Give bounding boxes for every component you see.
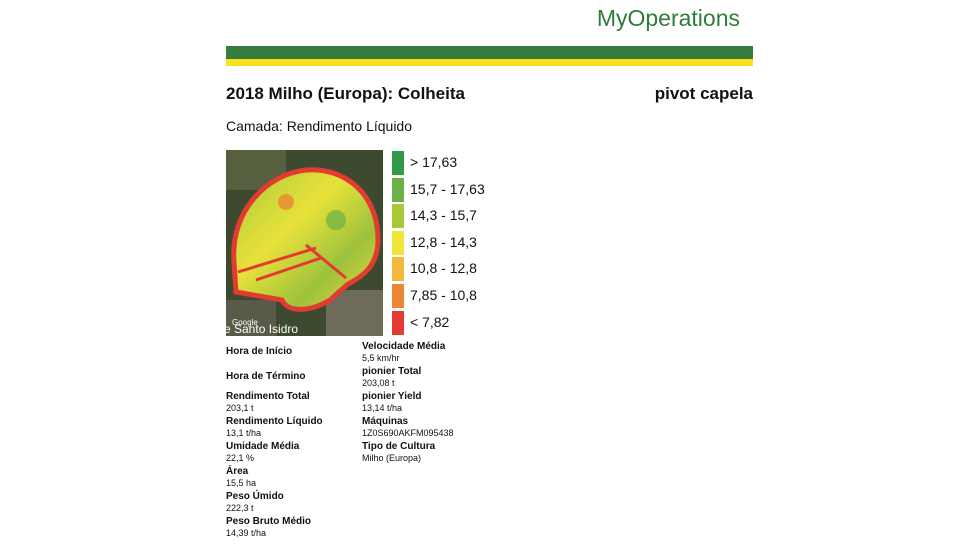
- legend-swatch: [392, 257, 404, 282]
- green-bar: [226, 46, 753, 59]
- layer: Camada: Rendimento Líquido: [226, 118, 413, 134]
- legend-label: 14,3 - 15,7: [410, 207, 477, 224]
- field-label: Tipo de Cultura: [362, 441, 436, 452]
- field-label: Rendimento Líquido: [226, 416, 323, 427]
- map: Google e Santo Isidro: [226, 150, 383, 336]
- legend-swatch: [392, 230, 404, 255]
- legend-swatch: [392, 310, 404, 335]
- legend-swatch: [392, 151, 404, 175]
- field-label: Área: [226, 466, 249, 477]
- legend-swatch: [392, 204, 404, 229]
- field-value: 203,08 t: [362, 378, 395, 388]
- field-label: Peso Úmido: [226, 491, 284, 502]
- legend-label: 7,85 - 10,8: [410, 287, 477, 303]
- legend-label: 15,7 - 17,63: [410, 180, 485, 197]
- map-attribution: Google: [232, 318, 258, 327]
- field-label: Rendimento Total: [226, 391, 310, 402]
- yellow-bar: [226, 59, 753, 66]
- legend-label: 12,8 - 14,3: [410, 233, 477, 250]
- field-value: 222,3 t: [226, 503, 254, 513]
- field-label: Velocidade Média: [362, 341, 446, 352]
- legend-label: < 7,82: [410, 313, 450, 330]
- field-value: 1Z0S690AKFM095438: [362, 428, 454, 438]
- field-value: 13,1 t/ha: [226, 428, 262, 438]
- legend-label: > 17,63: [410, 154, 458, 170]
- map-place: e Santo Isidro: [226, 322, 298, 336]
- field-value: 13,14 t/ha: [362, 403, 403, 413]
- legend-swatch: [392, 177, 404, 202]
- field-label: Peso Bruto Médio: [226, 516, 312, 527]
- field-label: Máquinas: [362, 416, 409, 427]
- field-label: Hora de Início: [226, 346, 293, 357]
- legend-swatch: [392, 284, 404, 308]
- field-label: Umidade Média: [226, 441, 300, 452]
- field-value: 203,1 t: [226, 403, 254, 413]
- title: 2018 Milho (Europa): Colheita: [226, 84, 465, 103]
- field-label: Hora de Término: [226, 371, 306, 382]
- field-value: 15,5 ha: [226, 478, 257, 488]
- field-label: pionier Yield: [362, 391, 422, 402]
- field-name: pivot capela: [654, 84, 753, 103]
- legend-label: 10,8 - 12,8: [410, 260, 477, 277]
- field-value: 5,5 km/hr: [362, 353, 400, 363]
- brand: MyOperations: [596, 5, 740, 31]
- field-label: pionier Total: [362, 366, 422, 377]
- field-value: 14,39 t/ha: [226, 528, 267, 538]
- field-value: Milho (Europa): [362, 453, 422, 463]
- field-value: 22,1 %: [226, 453, 255, 463]
